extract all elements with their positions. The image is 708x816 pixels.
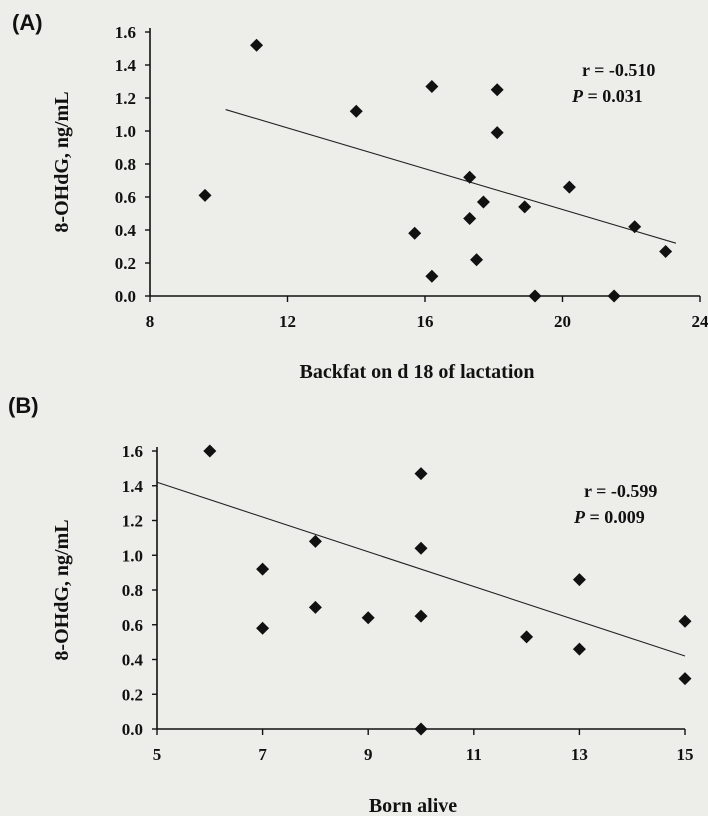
data-point [518,200,532,214]
trend-line [225,109,677,244]
y-tick-label: 0.4 [115,221,137,240]
data-point [308,600,322,614]
x-tick-label: 11 [466,745,482,764]
x-axis-title: Born alive [369,795,457,816]
y-tick-label: 1.2 [115,89,136,108]
x-axis-title: Backfat on d 18 of lactation [300,361,535,383]
data-point [414,722,428,736]
correlation-r: r = -0.599 [584,481,657,501]
data-point [425,269,439,283]
y-tick-label: 1.6 [122,442,143,461]
data-point [256,562,270,576]
x-tick-label: 15 [677,745,694,764]
y-tick-label: 0.8 [122,581,143,600]
x-tick-label: 12 [279,312,296,331]
y-tick-label: 1.0 [115,122,136,141]
trend-line [156,481,686,657]
data-point [463,170,477,184]
data-point [408,226,422,240]
x-tick-label: 9 [364,745,373,764]
data-point [250,38,264,52]
y-axis-title: 8-OHdG, ng/mL [51,519,73,660]
data-point [414,541,428,555]
y-tick-label: 0.6 [115,188,136,207]
data-point [678,672,692,686]
data-point [572,573,586,587]
data-point [349,104,363,118]
x-tick-label: 13 [571,745,588,764]
p-value-number: = 0.031 [583,86,643,106]
p-value-number: = 0.009 [585,507,645,527]
data-point [490,83,504,97]
data-point [562,180,576,194]
panel-a: (A) 0.0 0.2 0.4 0.6 0.8 1.0 1.2 1.4 1.6 8 12 16 20 24 B… [12,10,708,383]
data-point [308,534,322,548]
panel-label: (A) [12,10,43,35]
data-point [607,289,621,303]
data-point [628,220,642,234]
y-axis-title: 8-OHdG, ng/mL [51,91,73,232]
p-label: P [573,507,586,527]
data-point [470,253,484,267]
data-point [490,126,504,140]
data-point [414,609,428,623]
p-label: P [571,86,584,106]
p-value: P = 0.009 [573,507,645,527]
data-point [414,467,428,481]
data-point [572,642,586,656]
y-tick-label: 1.4 [115,56,137,75]
panel-b: (B) 0.0 0.2 0.4 0.6 0.8 1.0 1.2 1.4 1.6 5 7 9 11 13 15 B… [8,393,694,816]
data-point [198,188,212,202]
y-tick-label: 1.4 [122,477,144,496]
data-point [203,444,217,458]
y-tick-label: 0.0 [122,720,143,739]
data-point [256,621,270,635]
data-point [659,244,673,258]
y-tick-label: 0.6 [122,616,143,635]
data-point [678,614,692,628]
y-tick-label: 0.2 [122,685,143,704]
p-value: P = 0.031 [571,86,643,106]
y-tick-label: 0.4 [122,651,144,670]
data-point [463,211,477,225]
x-tick-label: 5 [153,745,162,764]
data-point [520,630,534,644]
y-tick-label: 0.0 [115,287,136,306]
x-tick-label: 20 [554,312,571,331]
x-tick-label: 24 [692,312,708,331]
x-tick-label: 8 [146,312,155,331]
panel-label: (B) [8,393,39,418]
x-tick-label: 7 [258,745,267,764]
y-tick-label: 1.2 [122,512,143,531]
data-point [361,611,375,625]
data-point [425,79,439,93]
data-point [476,195,490,209]
y-tick-label: 0.2 [115,254,136,273]
x-tick-label: 16 [417,312,434,331]
correlation-r: r = -0.510 [582,60,655,80]
y-tick-label: 1.6 [115,23,136,42]
y-tick-label: 0.8 [115,155,136,174]
data-point [528,289,542,303]
y-tick-label: 1.0 [122,546,143,565]
